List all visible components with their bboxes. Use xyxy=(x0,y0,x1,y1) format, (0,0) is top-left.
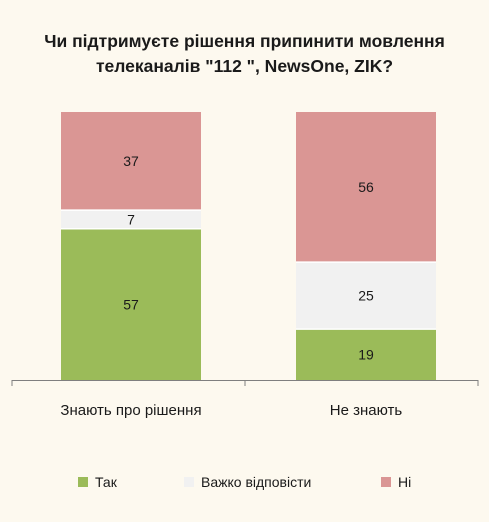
bars-group: 57 7 37 19 25 56 xyxy=(61,112,436,380)
bar-segment-tak-2 xyxy=(296,329,436,380)
legend-label-tak: Так xyxy=(95,474,117,490)
bar-segment-vazhko-1 xyxy=(61,210,201,229)
legend-label-ni: Ні xyxy=(398,474,412,490)
bar-segment-ni-1 xyxy=(61,112,201,211)
chart-title: Чи підтримуєте рішення припинити мовленн… xyxy=(44,31,445,76)
category-label-1: Знають про рішення xyxy=(60,402,201,419)
x-axis-ticks xyxy=(11,380,479,386)
legend-swatch-vazhko xyxy=(184,477,194,487)
category-labels-group: Знають про рішення Не знають xyxy=(60,402,402,419)
data-label-vazhko-1: 7 xyxy=(127,211,135,227)
data-label-ni-2: 56 xyxy=(358,179,374,195)
legend-item-ni: Ні xyxy=(381,474,411,490)
legend-swatch-tak xyxy=(78,477,88,487)
data-label-tak-1: 57 xyxy=(123,296,139,312)
data-label-ni-1: 37 xyxy=(123,153,139,169)
bar-segment-ni-2 xyxy=(296,112,436,263)
legend: Так Важко відповісти Ні xyxy=(0,474,489,494)
bar-segment-vazhko-2 xyxy=(296,262,436,330)
legend-swatch-ni xyxy=(381,477,391,487)
data-label-tak-2: 19 xyxy=(358,347,374,363)
legend-item-vazhko: Важко відповісти xyxy=(184,474,311,490)
bar-segment-tak-1 xyxy=(61,228,201,380)
legend-item-tak: Так xyxy=(78,474,117,490)
category-label-2: Не знають xyxy=(330,402,403,419)
data-label-vazhko-2: 25 xyxy=(358,288,374,304)
legend-label-vazhko: Важко відповісти xyxy=(201,474,312,490)
